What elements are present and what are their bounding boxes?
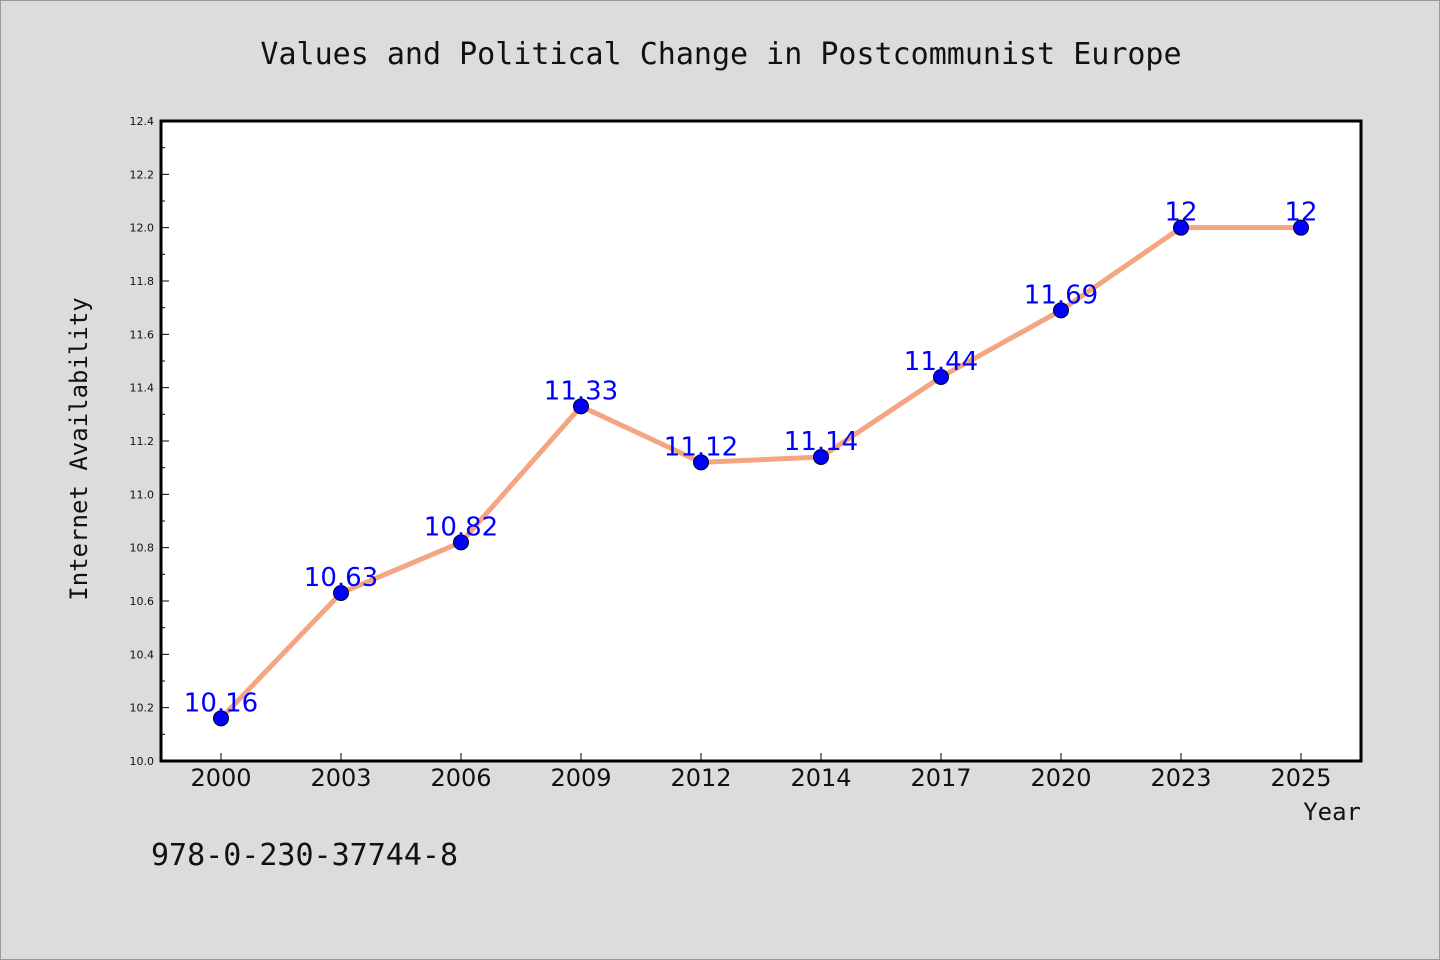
data-label: 11.33: [544, 376, 618, 406]
x-tick-label: 2009: [550, 764, 611, 792]
y-tick-label: 11.8: [130, 275, 155, 288]
data-point: [693, 454, 709, 471]
x-tick-label: 2003: [310, 764, 371, 792]
data-label: 11.69: [1024, 280, 1098, 310]
y-axis: 10.0 10.2 10.4 10.6 10.8 11.0 11.2 11.4 11.6 11.8…: [130, 115, 169, 768]
data-point: [1293, 219, 1309, 236]
data-label: 10.16: [184, 688, 258, 718]
y-tick-label: 11.0: [130, 488, 155, 501]
x-tick-label: 2006: [430, 764, 491, 792]
x-tick-label: 2023: [1150, 764, 1211, 792]
y-tick-label: 10.4: [130, 648, 155, 661]
y-tick-label: 12.4: [130, 115, 155, 128]
y-tick-label: 12.0: [130, 222, 155, 235]
x-tick-label: 2012: [670, 764, 731, 792]
y-axis-label: Internet Availability: [65, 297, 93, 600]
x-axis-label: Year: [1303, 798, 1361, 826]
y-tick-label: 11.2: [130, 435, 155, 448]
data-label: 11.14: [784, 427, 858, 457]
x-tick-label: 2020: [1030, 764, 1091, 792]
y-tick-label: 11.6: [130, 328, 155, 341]
data-point: [573, 398, 589, 415]
x-tick-label: 2000: [190, 764, 251, 792]
isbn-text: 978-0-230-37744-8: [151, 838, 458, 873]
data-label: 12: [1284, 198, 1317, 228]
x-tick-label: 2017: [910, 764, 971, 792]
data-label: 11.44: [904, 347, 978, 377]
plot-area: [159, 119, 1363, 763]
data-label: 11.12: [664, 432, 738, 462]
data-point: [1173, 219, 1189, 236]
data-point: [213, 710, 229, 727]
chart-title: Values and Political Change in Postcommu…: [260, 37, 1181, 72]
x-tick-label: 2025: [1270, 764, 1331, 792]
data-point: [933, 369, 949, 385]
y-tick-label: 12.2: [130, 168, 155, 181]
y-tick-label: 11.4: [130, 382, 155, 395]
data-point: [1053, 302, 1069, 319]
data-label: 12: [1164, 198, 1197, 228]
series-layer: 10.16 10.63 10.82 11.33 11.12 11.14 11.44 11.69…: [184, 198, 1318, 727]
y-tick-label: 10.0: [130, 755, 155, 768]
data-point: [333, 585, 349, 601]
y-tick-label: 10.8: [130, 542, 155, 555]
y-tick-label: 10.2: [130, 702, 155, 715]
y-tick-label: 10.6: [130, 595, 155, 608]
data-point: [453, 534, 469, 551]
data-point: [813, 449, 829, 465]
x-tick-label: 2014: [790, 764, 851, 792]
x-axis: 2000 2003 2006 2009 2012 2014 2017 2020 2023 2025: [190, 753, 1332, 792]
data-label: 10.63: [304, 563, 378, 593]
data-label: 10.82: [424, 512, 498, 542]
series-line: [218, 225, 1304, 721]
